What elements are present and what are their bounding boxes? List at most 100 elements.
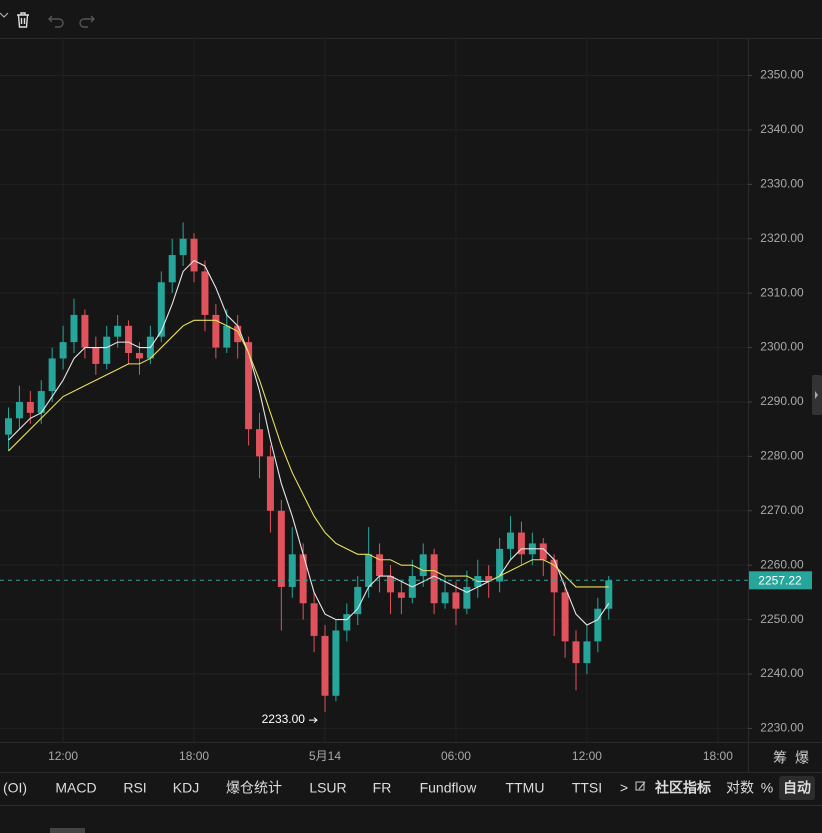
candle-body (507, 532, 515, 549)
candle-body (212, 314, 220, 348)
candle-body (321, 635, 329, 696)
auto-button-bg (779, 776, 815, 800)
candle-body (332, 630, 340, 696)
candle-body (299, 554, 307, 604)
indicator-tab[interactable]: MACD (55, 780, 96, 796)
candle-body (572, 641, 580, 664)
scroll-arrow (815, 391, 818, 399)
candle-body (245, 342, 253, 430)
indicator-tab[interactable]: TTMU (506, 780, 545, 796)
resize-handle[interactable] (50, 828, 85, 833)
candle-body (59, 342, 67, 359)
indicator-tab[interactable]: % (761, 780, 773, 796)
candle-body (419, 554, 427, 577)
indicator-tab[interactable]: 自动 (783, 780, 811, 796)
candle-body (452, 592, 460, 609)
candle-body (561, 592, 569, 642)
candle-body (583, 641, 591, 664)
candle-body (114, 325, 122, 337)
candle-body (256, 429, 264, 457)
x-tick-label: 18:00 (179, 749, 209, 763)
candle-body (376, 554, 384, 577)
candle-body (386, 576, 394, 593)
candle-body (15, 401, 23, 419)
undo-icon[interactable] (48, 15, 64, 28)
candle-body (135, 353, 143, 359)
candle-body (496, 548, 504, 582)
y-tick-label: 2350.00 (760, 68, 804, 82)
candle-body (157, 282, 165, 337)
dropdown-icon[interactable] (0, 12, 9, 18)
moving-average (8, 259, 610, 626)
candle-body (81, 314, 89, 348)
candle-body (234, 325, 242, 343)
candle-body (5, 418, 13, 435)
indicator-tab[interactable]: KDJ (173, 780, 199, 796)
candle-body (539, 543, 547, 560)
candle-body (343, 614, 351, 631)
candle-body (37, 391, 45, 413)
axis-button[interactable]: 爆 (795, 750, 809, 766)
candle-body (277, 510, 285, 587)
candle-body (48, 358, 56, 392)
y-tick-label: 2330.00 (760, 177, 804, 191)
candle-body (310, 603, 318, 636)
y-tick-label: 2340.00 (760, 122, 804, 136)
x-tick-label: 12:00 (48, 749, 78, 763)
axis-button[interactable]: 筹 (773, 750, 787, 766)
candle-body (430, 554, 438, 604)
moving-average (8, 319, 609, 588)
x-tick-label: 12:00 (572, 749, 602, 763)
y-tick-label: 2270.00 (760, 503, 804, 517)
candle-body (397, 592, 405, 598)
candle-body (179, 238, 187, 256)
y-tick-label: 2290.00 (760, 394, 804, 408)
redo-icon[interactable] (79, 15, 95, 28)
y-tick-label: 2260.00 (760, 557, 804, 571)
candle-body (354, 586, 362, 615)
candle-body (463, 586, 471, 609)
indicator-tab[interactable]: 爆仓统计 (226, 780, 282, 796)
x-tick-label: 06:00 (441, 749, 471, 763)
indicator-tab[interactable]: (OI) (3, 780, 27, 796)
y-tick-label: 2300.00 (760, 340, 804, 354)
y-tick-label: 2240.00 (760, 666, 804, 680)
y-tick-label: 2310.00 (760, 285, 804, 299)
candle-body (223, 325, 231, 348)
candle-body (190, 238, 198, 272)
y-tick-label: 2320.00 (760, 231, 804, 245)
edit-icon (635, 781, 646, 791)
indicator-tab[interactable]: FR (373, 780, 392, 796)
candle-body (168, 255, 176, 283)
candle-body (485, 576, 493, 582)
indicator-tab[interactable]: LSUR (309, 780, 346, 796)
last-price-tag (749, 571, 812, 590)
candle-body (441, 592, 449, 604)
indicator-tab[interactable]: TTSI (572, 780, 602, 796)
candle-body (365, 554, 373, 587)
x-tick-label: 5月14 (309, 749, 341, 763)
y-tick-label: 2280.00 (760, 449, 804, 463)
indicator-tab[interactable]: Fundflow (420, 780, 478, 796)
candle-body (288, 554, 296, 587)
candle-body (550, 559, 558, 593)
candle-body (605, 580, 613, 609)
indicator-tab[interactable]: > (620, 780, 628, 796)
y-tick-label: 2230.00 (760, 721, 804, 735)
candle-body (266, 456, 274, 511)
indicator-tab[interactable]: RSI (123, 780, 146, 796)
delete-icon[interactable] (17, 12, 29, 28)
candle-body (103, 336, 111, 364)
indicator-tab[interactable]: 社区指标 (654, 780, 711, 796)
low-annotation-arrow (308, 717, 318, 723)
x-tick-label: 18:00 (703, 749, 733, 763)
last-price-label: 2257.22 (758, 573, 802, 587)
candle-body (26, 401, 34, 413)
indicator-tab[interactable]: 对数 (726, 780, 754, 796)
low-annotation: 2233.00 (262, 712, 306, 726)
candle-body (517, 532, 525, 555)
candle-body (70, 314, 78, 343)
